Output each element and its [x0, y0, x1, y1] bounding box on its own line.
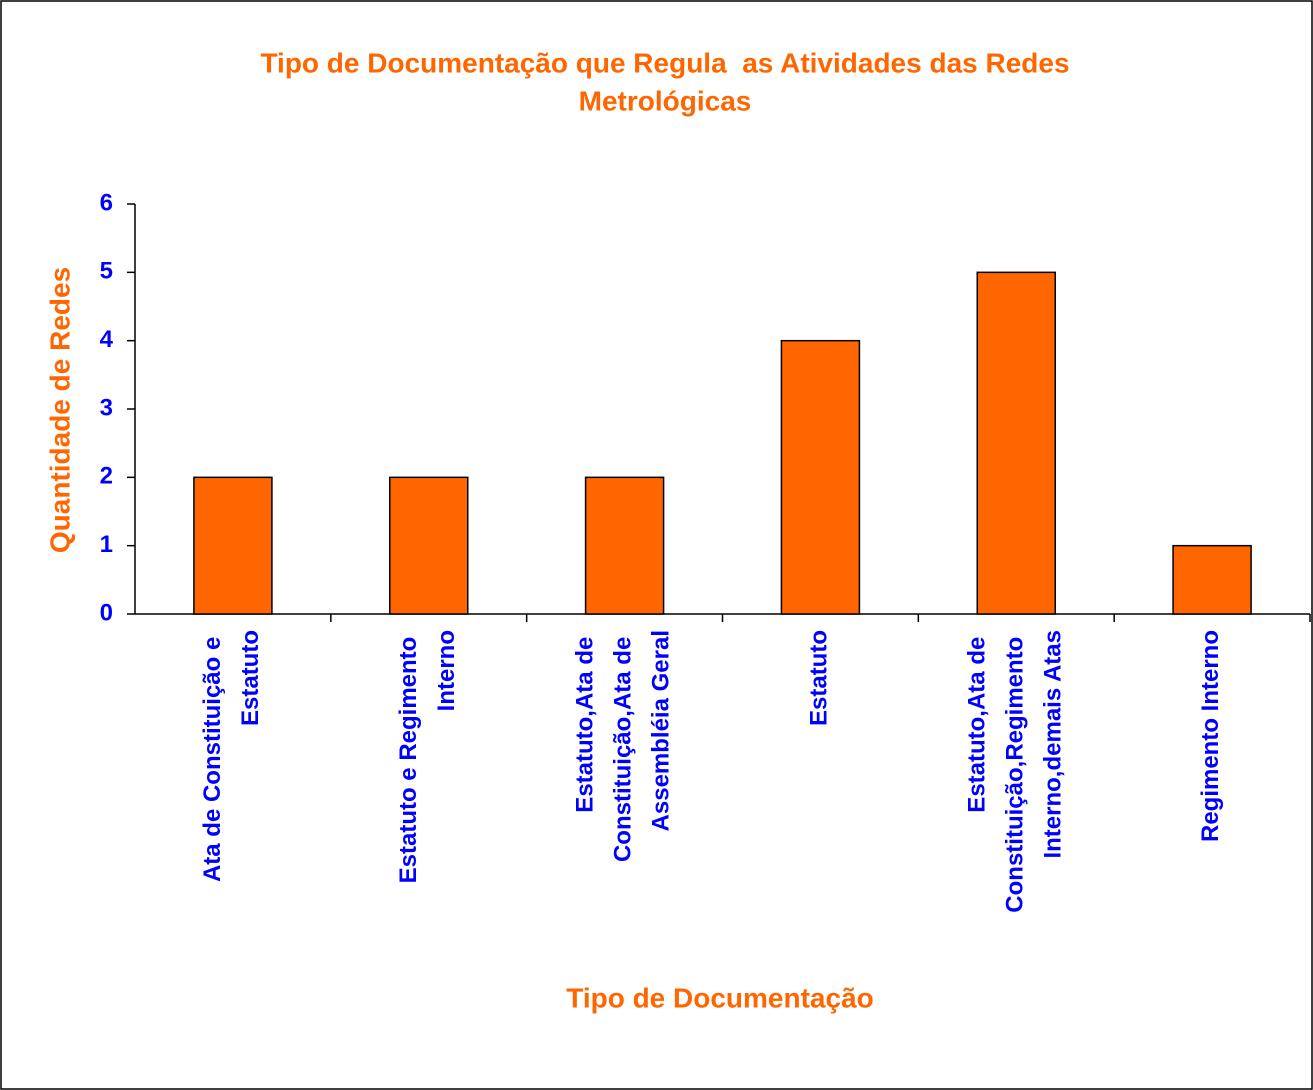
chart-title: Tipo de Documentação que Regula as Ativi…	[260, 47, 1069, 78]
y-axis-label: Quantidade de Redes	[44, 267, 75, 553]
bar	[780, 339, 861, 615]
bar	[976, 271, 1056, 615]
y-tick-label: 3	[100, 394, 113, 421]
chart-title: Metrológicas	[579, 85, 752, 116]
bar	[1172, 544, 1252, 615]
x-tick-label: Ata de Constituição e Estatuto	[199, 630, 264, 882]
x-tick-label: Estatuto	[806, 630, 833, 726]
y-tick-label: 0	[100, 599, 113, 626]
bar	[584, 476, 665, 615]
y-tick-label: 6	[100, 189, 113, 216]
x-tick-label: Regimento Interno	[1197, 630, 1224, 842]
y-tick-label: 2	[100, 463, 113, 490]
bar	[389, 476, 469, 615]
x-tick-label: Estatuto,Ata de Constituição,Regimento I…	[964, 630, 1067, 913]
bar	[193, 476, 273, 615]
y-tick-label: 1	[100, 531, 113, 558]
y-tick-label: 5	[100, 258, 113, 285]
x-tick-label: Estatuto e Regimento Interno	[395, 630, 460, 883]
y-tick-label: 4	[100, 326, 114, 353]
x-tick-label: Estatuto,Ata de Constituição,Ata de Asse…	[572, 630, 675, 862]
x-axis-label: Tipo de Documentação	[566, 982, 874, 1013]
